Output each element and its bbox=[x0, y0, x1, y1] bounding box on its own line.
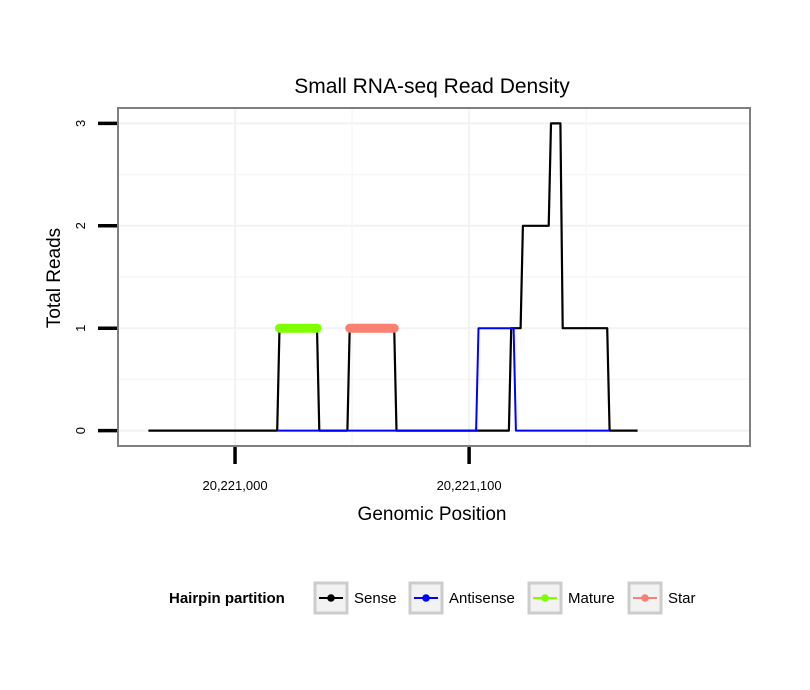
axes: 20,221,000 20,221,100 0 1 2 3 bbox=[73, 120, 502, 493]
legend-item-star: Star bbox=[627, 581, 696, 615]
legend-key-point bbox=[641, 594, 649, 602]
series-layer bbox=[148, 122, 638, 432]
legend-item-antisense: Antisense bbox=[408, 581, 515, 615]
x-axis-title: Genomic Position bbox=[358, 504, 507, 525]
legend-item-sense: Sense bbox=[313, 581, 397, 615]
legend-label: Antisense bbox=[449, 590, 515, 607]
legend-key-point bbox=[422, 594, 430, 602]
series-line-antisense bbox=[277, 327, 610, 432]
legend-item-mature: Mature bbox=[527, 581, 615, 615]
x-tick-label-0: 20,221,000 bbox=[202, 478, 267, 493]
legend-title: Hairpin partition bbox=[169, 590, 285, 607]
y-tick-label-3: 3 bbox=[73, 120, 88, 127]
y-tick-label-2: 2 bbox=[73, 222, 88, 229]
y-tick-label-0: 0 bbox=[73, 427, 88, 434]
legend-key-point bbox=[327, 594, 335, 602]
legend-label: Star bbox=[668, 590, 696, 607]
plot-border bbox=[117, 107, 751, 447]
x-tick-label-1: 20,221,100 bbox=[437, 478, 502, 493]
legend: Hairpin partition Sense Antisense Mature St… bbox=[169, 581, 696, 615]
legend-label: Mature bbox=[568, 590, 615, 607]
y-axis-title: Total Reads bbox=[44, 228, 65, 328]
legend-label: Sense bbox=[354, 590, 397, 607]
legend-key-point bbox=[541, 594, 549, 602]
chart-title: Small RNA-seq Read Density bbox=[294, 75, 570, 98]
series-line-sense bbox=[148, 122, 638, 432]
y-tick-label-1: 1 bbox=[73, 325, 88, 332]
